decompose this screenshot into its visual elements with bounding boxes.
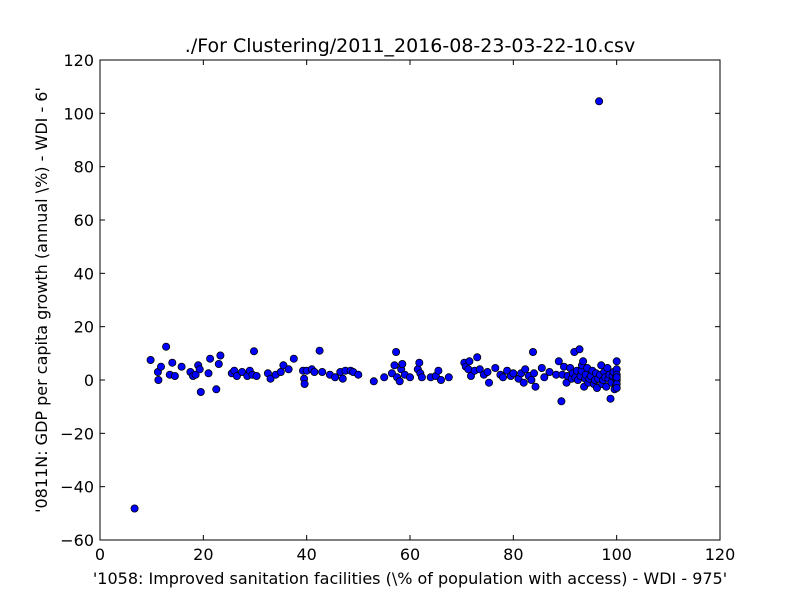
data-point (554, 357, 563, 366)
data-point (606, 394, 615, 403)
x-tick-label: 120 (705, 545, 736, 564)
data-point (417, 373, 426, 382)
y-tick-label: 20 (74, 318, 94, 337)
data-point (575, 345, 584, 354)
data-point (392, 347, 401, 356)
x-tick-label: 40 (296, 545, 316, 564)
data-point (498, 373, 507, 382)
data-point (557, 397, 566, 406)
data-point (162, 342, 171, 351)
data-point (195, 365, 204, 374)
data-point (509, 369, 518, 378)
y-tick-label: 0 (84, 371, 94, 390)
data-point (318, 367, 327, 376)
data-point (338, 374, 347, 383)
data-point (238, 367, 247, 376)
data-point (491, 363, 500, 372)
y-axis-label: '0811N: GDP per capita growth (annual \%… (32, 87, 51, 513)
data-point (266, 374, 275, 383)
data-point (540, 373, 549, 382)
data-point (204, 369, 213, 378)
data-point (196, 387, 205, 396)
data-point (276, 367, 285, 376)
data-point (602, 382, 611, 391)
data-points (130, 97, 621, 513)
data-point (483, 367, 492, 376)
data-point (380, 373, 389, 382)
data-point (214, 359, 223, 368)
data-point (191, 370, 200, 379)
data-point (156, 362, 165, 371)
data-point (249, 347, 258, 356)
x-axis-label: '1058: Improved sanitation facilities (\… (93, 569, 727, 588)
data-point (369, 377, 378, 386)
data-point (146, 355, 155, 364)
data-point (527, 375, 536, 384)
y-tick-label: −20 (60, 424, 94, 443)
data-point (252, 371, 261, 380)
data-point (595, 97, 604, 106)
x-axis-ticks: 0 20 40 60 80 100 120 (95, 60, 735, 564)
data-point (130, 504, 139, 513)
y-tick-label: −40 (60, 478, 94, 497)
data-point (579, 357, 588, 366)
data-point (395, 377, 404, 386)
data-point (484, 378, 493, 387)
x-tick-label: 80 (503, 545, 523, 564)
data-point (405, 373, 414, 382)
data-point (444, 373, 453, 382)
data-point (612, 383, 621, 392)
data-point (315, 346, 324, 355)
data-point (170, 371, 179, 380)
data-point (216, 351, 225, 360)
data-point (612, 357, 621, 366)
x-tick-label: 100 (601, 545, 632, 564)
y-axis-ticks: −60 −40 −20 0 20 40 60 80 100 120 (60, 51, 720, 550)
y-tick-label: 40 (74, 264, 94, 283)
data-point (206, 354, 215, 363)
data-point (354, 370, 363, 379)
data-point (232, 371, 241, 380)
data-point (331, 373, 340, 382)
data-point (537, 363, 546, 372)
data-point (530, 369, 539, 378)
data-point (436, 375, 445, 384)
data-point (434, 366, 443, 375)
data-point (284, 365, 293, 374)
data-point (279, 361, 288, 370)
data-point (154, 375, 163, 384)
data-point (545, 367, 554, 376)
data-point (475, 365, 484, 374)
data-point (521, 365, 530, 374)
data-point (415, 358, 424, 367)
y-tick-label: −60 (60, 531, 94, 550)
data-point (387, 369, 396, 378)
data-point (529, 347, 538, 356)
data-point (300, 379, 309, 388)
y-tick-label: 60 (74, 211, 94, 230)
data-point (212, 385, 221, 394)
data-point (593, 383, 602, 392)
data-point (168, 358, 177, 367)
x-tick-label: 60 (400, 545, 420, 564)
chart-title: ./For Clustering/2011_2016-08-23-03-22-1… (185, 35, 635, 57)
x-tick-label: 0 (95, 545, 105, 564)
data-point (177, 362, 186, 371)
y-tick-label: 80 (74, 158, 94, 177)
data-point (390, 361, 399, 370)
data-point (531, 382, 540, 391)
data-point (473, 353, 482, 362)
data-point (289, 354, 298, 363)
data-point (398, 359, 407, 368)
y-tick-label: 100 (63, 104, 94, 123)
y-tick-label: 120 (63, 51, 94, 70)
x-tick-label: 20 (193, 545, 213, 564)
data-point (612, 373, 621, 382)
data-point (465, 357, 474, 366)
data-point (310, 367, 319, 376)
data-point (519, 378, 528, 387)
